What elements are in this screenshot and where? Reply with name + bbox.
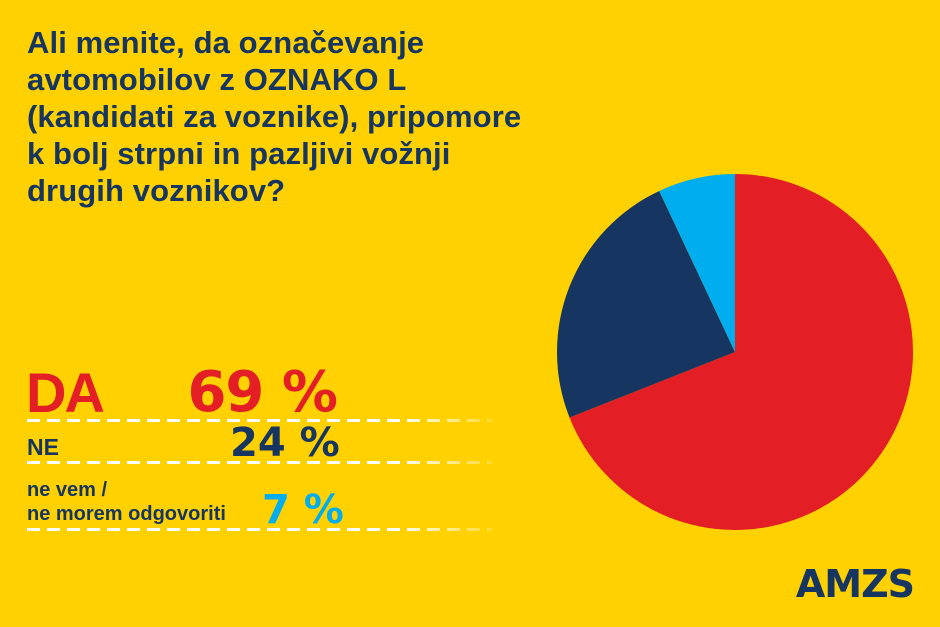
answer-nevem-label-line1: ne vem /	[27, 479, 108, 501]
dashed-divider	[27, 528, 492, 531]
title-line: k bolj strpni in pazljivi vožnji	[27, 136, 451, 171]
dashed-divider	[27, 419, 492, 422]
answer-nevem-value: 7 %	[262, 487, 344, 533]
dashed-divider	[27, 461, 492, 464]
answer-ne-value: 24 %	[230, 420, 340, 466]
pie-slice-ne	[557, 190, 735, 418]
answer-nevem-label-line2: ne morem odgovoriti	[27, 503, 226, 525]
title-line: avtomobilov z OZNAKO L	[27, 62, 407, 97]
question-title: Ali menite, da označevanje avtomobilov z…	[27, 24, 597, 209]
title-line: Ali menite, da označevanje	[27, 25, 425, 60]
amzs-logo: AMZS	[795, 562, 915, 606]
title-line: drugih voznikov?	[27, 173, 286, 208]
pie-chart	[557, 174, 913, 530]
pie-slice-da	[569, 174, 913, 530]
answer-ne-label: NE	[27, 434, 59, 460]
answer-da-value: 69 %	[187, 360, 338, 425]
pie-slice-nevem	[659, 174, 735, 352]
answer-da-label: DA	[26, 361, 105, 424]
title-line: (kandidati za voznike), pripomore	[27, 99, 522, 134]
pie-slices	[557, 174, 913, 530]
